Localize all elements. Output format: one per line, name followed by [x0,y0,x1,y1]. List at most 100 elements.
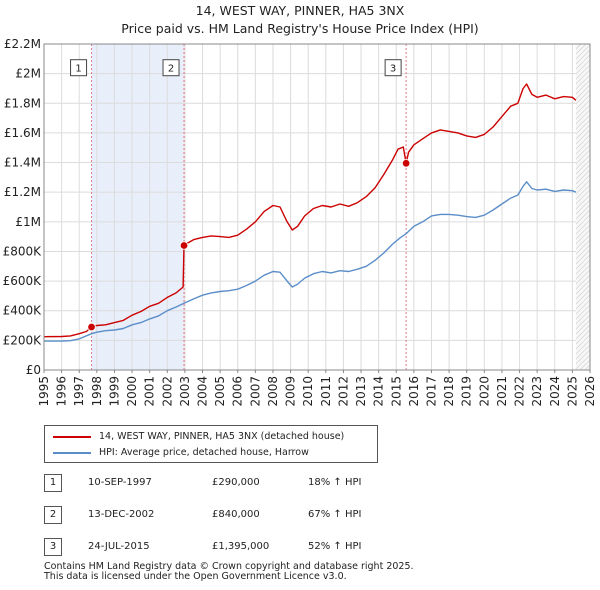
y-tick-label: £400K [3,304,43,318]
sale-point [179,241,189,250]
forecast-hatch-line [575,249,591,265]
sale-hpi-change: 52% ↑ HPI [308,541,362,552]
y-tick-label: £2.2M [4,37,41,51]
forecast-hatch-line [575,339,591,355]
price-chart: 14, WEST WAY, PINNER, HA5 3NX Price paid… [3,3,597,407]
x-tick-label: 2006 [231,376,245,407]
chart-legend: 14, WEST WAY, PINNER, HA5 3NX (detached … [44,425,378,463]
legend-entry-hpi: HPI: Average price, detached house, Harr… [53,445,309,461]
x-tick-label: 1997 [72,376,86,407]
sale-price: £1,395,000 [212,541,270,552]
forecast-hatch-line [575,204,591,220]
x-tick-label: 2020 [477,376,491,407]
x-tick-label: 2000 [125,376,139,407]
forecast-hatch-line [575,64,591,80]
forecast-hatch-line [575,199,591,215]
forecast-hatch-line [575,154,591,170]
x-tick-label: 2024 [548,376,562,407]
x-tick-label: 2008 [266,376,280,407]
legend-label-hpi: HPI: Average price, detached house, Harr… [99,447,309,458]
chart-title: 14, WEST WAY, PINNER, HA5 3NX [196,3,405,18]
x-tick-label: 2013 [354,376,368,407]
sale-hpi-change: 18% ↑ HPI [308,477,362,488]
plot-frame [43,43,591,371]
sale-number-box [70,59,88,77]
forecast-hatch-line [575,304,591,320]
hpi-line [43,181,577,342]
forecast-hatch-line [575,49,591,65]
footer-line-1: Contains HM Land Registry data © Crown c… [44,561,414,572]
x-tick-label: 2010 [301,376,315,407]
sale-price: £840,000 [212,509,260,520]
forecast-hatch-line [575,289,591,305]
forecast-hatch-line [575,94,591,110]
forecast-hatch-line [575,244,591,260]
y-tick-label: £600K [3,274,43,288]
footer-line-2: This data is licensed under the Open Gov… [44,571,347,582]
sale-date: 10-SEP-1997 [88,477,152,488]
forecast-hatch-line [575,254,591,270]
x-tick-label: 2011 [319,376,333,407]
x-tick-label: 2004 [196,376,210,407]
forecast-hatch-line [575,43,582,50]
y-tick-label: £1.8M [4,96,41,110]
x-tick-label: 2009 [284,376,298,407]
forecast-hatch-line [575,229,591,245]
x-tick-label: 2018 [442,376,456,407]
forecast-hatch-line [575,79,591,95]
sale-point [401,159,411,168]
x-tick-label: 2026 [583,376,597,407]
forecast-hatch-line [575,319,591,335]
y-tick-label: £1.4M [4,156,41,170]
legend-swatch-hpi [53,451,91,454]
sale-date: 24-JUL-2015 [88,541,150,552]
forecast-hatch-line [575,264,591,280]
chart-subtitle: Price paid vs. HM Land Registry's House … [121,21,478,36]
forecast-hatch-line [575,174,591,190]
forecast-hatch-line [575,114,591,130]
forecast-hatch-line [575,259,591,275]
forecast-hatch-line [584,364,591,371]
forecast-hatch-line [575,74,591,90]
forecast-hatch-line [575,334,591,350]
forecast-hatch-line [575,184,591,200]
forecast-hatch-line [575,104,591,120]
forecast-hatch-line [575,169,591,185]
forecast-hatch-line [575,124,591,140]
forecast-hatch-line [575,59,591,75]
forecast-hatch-line [575,284,591,300]
forecast-hatch-line [575,119,591,135]
footer-attribution: Contains HM Land Registry data © Crown c… [44,562,414,582]
forecast-hatch-line [575,43,587,55]
sale-number-label: 1 [75,64,81,75]
x-tick-label: 2002 [160,376,174,407]
forecast-hatch-line [575,214,591,230]
y-tick-label: £0 [26,363,41,377]
forecast-hatch-line [575,209,591,225]
x-tick-label: 1996 [55,376,69,407]
forecast-hatch-line [575,109,591,125]
y-tick-label: £1.2M [4,185,41,199]
forecast-hatch-line [575,139,591,155]
forecast-hatch-line [575,294,591,310]
forecast-hatch-line [575,269,591,285]
x-tick-label: 2022 [513,376,527,407]
y-tick-label: £1.6M [4,126,41,140]
forecast-hatch-line [575,324,591,340]
sale-point [87,322,96,332]
x-tick-label: 2015 [389,376,403,407]
x-tick-label: 2016 [407,376,421,407]
forecast-hatch-line [575,349,591,365]
forecast-hatch-line [575,314,591,330]
legend-entry-property: 14, WEST WAY, PINNER, HA5 3NX (detached … [53,429,344,445]
forecast-hatch-line [579,359,591,371]
x-tick-label: 2001 [143,376,157,407]
forecast-hatch-line [575,344,591,360]
forecast-hatch-line [575,234,591,250]
y-tick-label: £800K [3,244,43,258]
sale-number-box [384,59,402,77]
forecast-hatch-line [575,189,591,205]
legend-label-property: 14, WEST WAY, PINNER, HA5 3NX (detached … [99,431,345,442]
forecast-hatch-line [575,44,591,60]
x-tick-label: 2023 [530,376,544,407]
